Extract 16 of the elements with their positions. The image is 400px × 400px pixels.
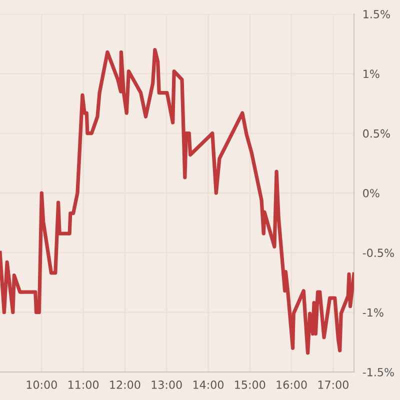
x-tick-label: 12:00 — [110, 380, 140, 389]
y-tick-label: 0.5% — [363, 129, 390, 138]
y-tick-label: 1.5% — [364, 10, 390, 18]
x-tick-label: 11:00 — [68, 380, 99, 389]
y-tick-label: 0% — [363, 188, 380, 198]
x-tick-label: 16:00 — [276, 380, 307, 389]
y-tick-label: -1.5% — [362, 368, 394, 376]
line-series — [0, 48, 354, 355]
x-tick-label: 10:00 — [26, 380, 57, 389]
x-tick-label: 17:00 — [318, 380, 348, 389]
y-tick-label: -0.5% — [362, 248, 394, 258]
x-tick-label: 14:00 — [193, 380, 224, 389]
y-tick-label: -1% — [362, 308, 384, 317]
x-tick-label: 13:00 — [152, 380, 182, 389]
y-tick-label: 1% — [364, 70, 380, 78]
x-tick-label: 15:00 — [235, 380, 266, 389]
